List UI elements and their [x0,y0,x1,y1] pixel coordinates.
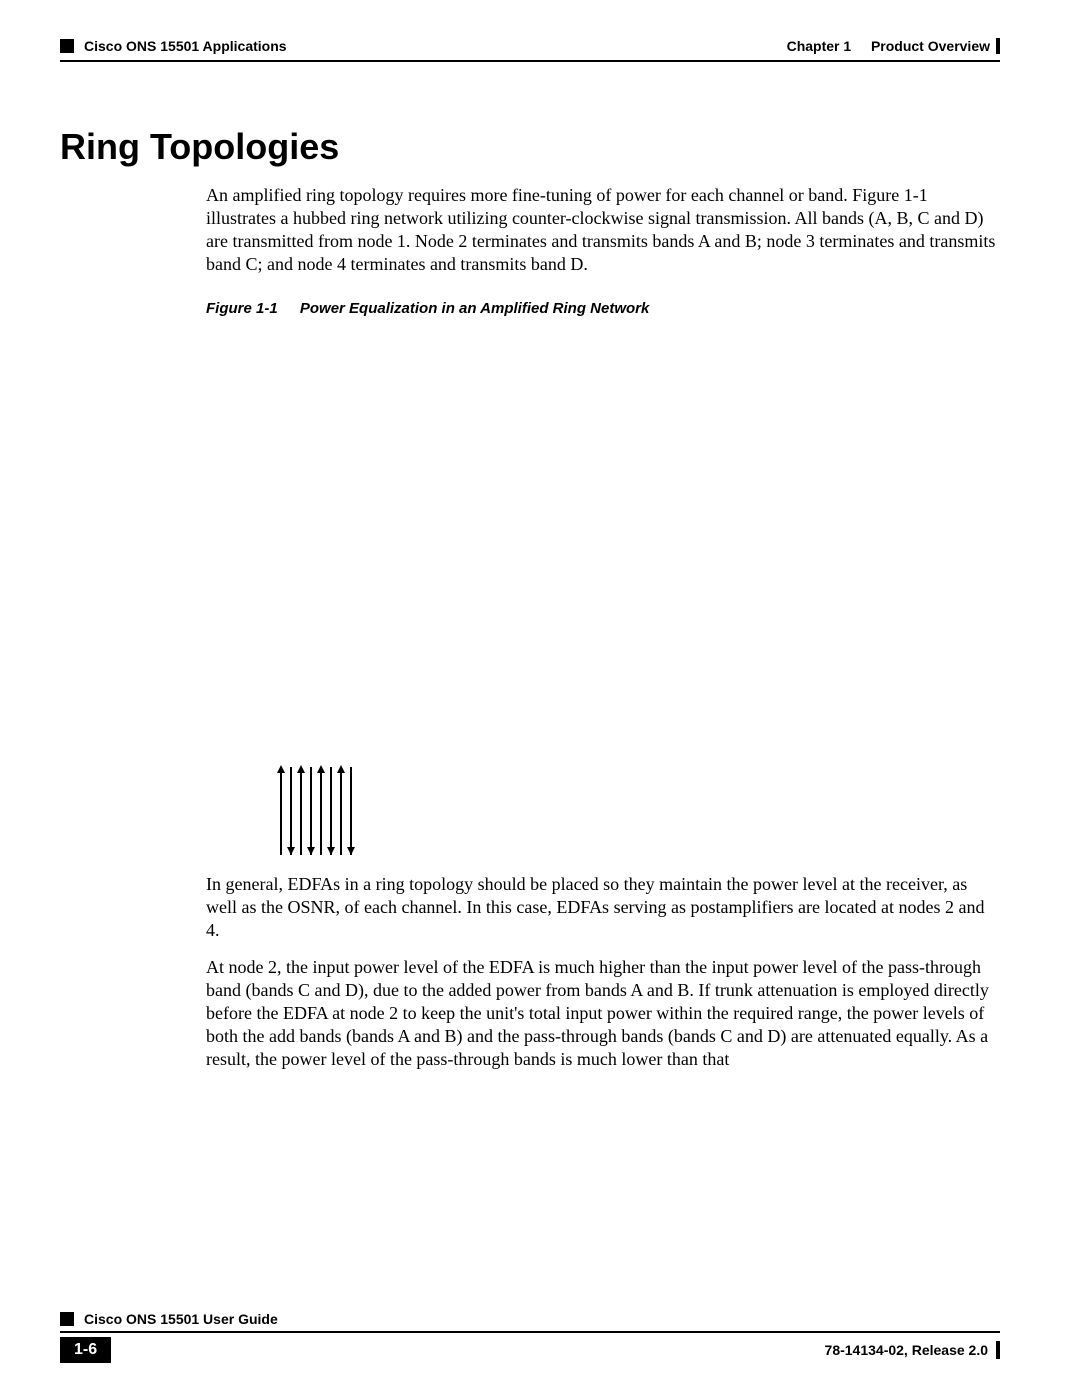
intro-paragraph: An amplified ring topology requires more… [206,184,1000,276]
header-right-group: Chapter 1 Product Overview [787,38,1000,54]
section-heading: Ring Topologies [60,126,1000,168]
header-chapter-title: Product Overview [871,38,990,54]
paragraph-2: In general, EDFAs in a ring topology sho… [206,873,1000,942]
arrow-cluster-icon [276,763,366,863]
figure-caption: Figure 1-1 Power Equalization in an Ampl… [206,300,1000,317]
p1-part-a: An amplified ring topology requires more… [206,185,852,205]
footer-top-row: Cisco ONS 15501 User Guide [60,1311,1000,1327]
page-footer: Cisco ONS 15501 User Guide 1-6 78-14134-… [60,1311,1000,1363]
footer-right-group: 78-14134-02, Release 2.0 [825,1341,1000,1359]
page-header: Cisco ONS 15501 Applications Chapter 1 P… [60,38,1000,54]
header-marker-icon [60,39,74,53]
footer-guide-title: Cisco ONS 15501 User Guide [84,1311,278,1327]
footer-bottom-row: 1-6 78-14134-02, Release 2.0 [60,1337,1000,1363]
footer-marker-icon [60,1312,74,1326]
footer-bar-icon [996,1341,1000,1359]
header-left-group: Cisco ONS 15501 Applications [60,38,287,54]
header-rule [60,60,1000,62]
page-number-badge: 1-6 [60,1337,111,1363]
header-section-text: Cisco ONS 15501 Applications [84,38,287,54]
footer-rule [60,1331,1000,1333]
header-bar-icon [996,38,1000,54]
body-after-figure: In general, EDFAs in a ring topology sho… [206,873,1000,1071]
footer-doc-id: 78-14134-02, Release 2.0 [825,1342,988,1358]
p1-part-b: illustrates a hubbed ring network utiliz… [206,208,995,274]
figure-title: Power Equalization in an Amplified Ring … [300,300,649,317]
paragraph-3: At node 2, the input power level of the … [206,956,1000,1071]
header-chapter-text: Chapter 1 [787,38,852,54]
figure-1-1-link[interactable]: Figure 1-1 [852,185,928,205]
document-page: Cisco ONS 15501 Applications Chapter 1 P… [0,0,1080,1397]
figure-label: Figure 1-1 [206,300,278,317]
figure-area [206,323,1000,863]
